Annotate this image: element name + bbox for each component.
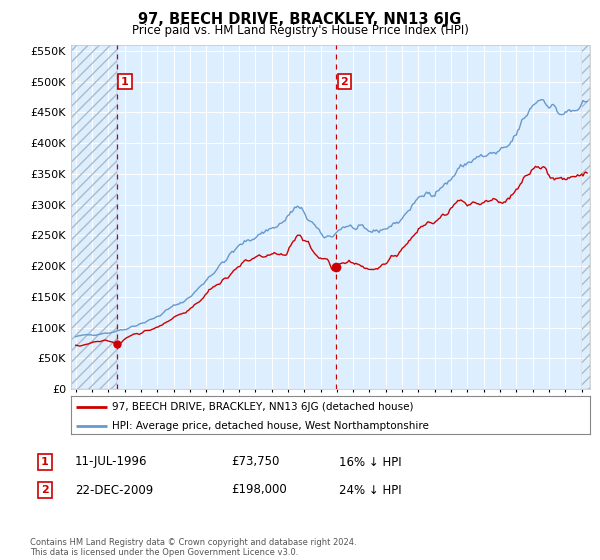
Bar	[581, 45, 590, 389]
Text: 16% ↓ HPI: 16% ↓ HPI	[339, 455, 401, 469]
Text: 97, BEECH DRIVE, BRACKLEY, NN13 6JG: 97, BEECH DRIVE, BRACKLEY, NN13 6JG	[139, 12, 461, 27]
Bar	[71, 45, 117, 389]
Text: 2: 2	[41, 485, 49, 495]
Text: £198,000: £198,000	[231, 483, 287, 497]
Text: £73,750: £73,750	[231, 455, 280, 469]
Text: HPI: Average price, detached house, West Northamptonshire: HPI: Average price, detached house, West…	[112, 421, 429, 431]
Text: Price paid vs. HM Land Registry's House Price Index (HPI): Price paid vs. HM Land Registry's House …	[131, 24, 469, 36]
Text: 2: 2	[340, 77, 348, 87]
Text: 22-DEC-2009: 22-DEC-2009	[75, 483, 153, 497]
Bar	[581, 45, 590, 389]
Text: 24% ↓ HPI: 24% ↓ HPI	[339, 483, 401, 497]
Text: 11-JUL-1996: 11-JUL-1996	[75, 455, 148, 469]
Text: Contains HM Land Registry data © Crown copyright and database right 2024.
This d: Contains HM Land Registry data © Crown c…	[30, 538, 356, 557]
Text: 1: 1	[41, 457, 49, 467]
Text: 97, BEECH DRIVE, BRACKLEY, NN13 6JG (detached house): 97, BEECH DRIVE, BRACKLEY, NN13 6JG (det…	[112, 402, 414, 412]
Text: 1: 1	[121, 77, 129, 87]
Bar	[71, 45, 117, 389]
